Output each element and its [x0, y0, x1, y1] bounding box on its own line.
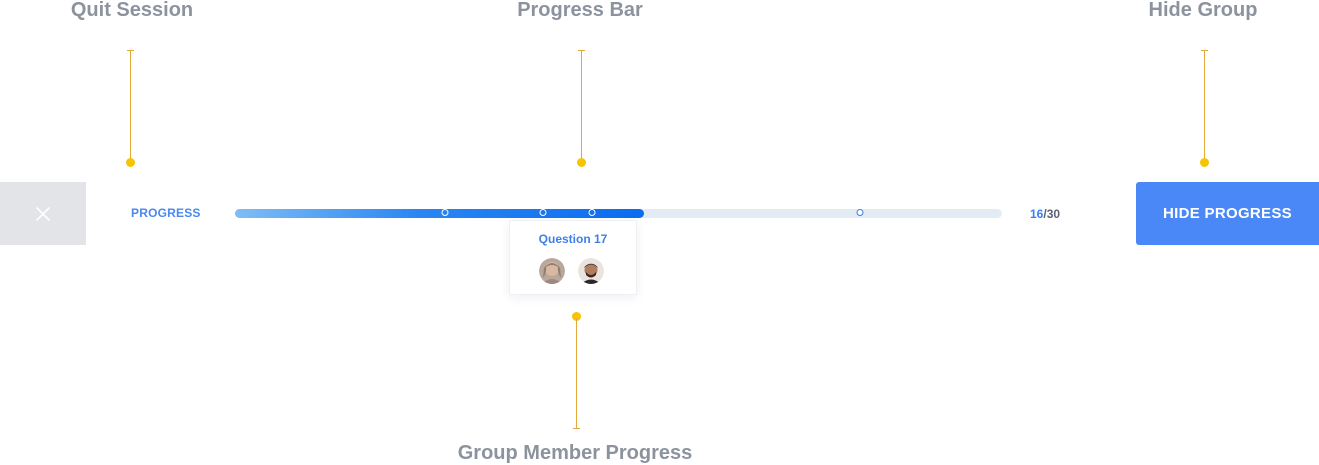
hide-progress-button[interactable]: HIDE PROGRESS [1136, 182, 1319, 245]
group-member-marker[interactable] [539, 209, 547, 216]
progress-label: PROGRESS [131, 206, 201, 220]
popover-question-title: Question 17 [538, 232, 608, 246]
annotation-hide-group-line [1204, 50, 1205, 160]
group-member-popover: Question 17 [509, 220, 637, 295]
question-counter: 16/30 [1030, 207, 1060, 221]
annotation-group-member-line [576, 318, 577, 429]
annotation-quit-session-line [130, 50, 131, 160]
annotation-group-member-progress-label: Group Member Progress [457, 442, 693, 464]
avatar-male-icon[interactable] [578, 258, 604, 284]
annotation-quit-session-label: Quit Session [70, 0, 194, 21]
quit-session-button[interactable] [0, 182, 86, 245]
annotation-group-member-dot [572, 312, 581, 321]
annotation-hide-group-dot [1200, 158, 1209, 167]
progress-bar-fill [235, 209, 645, 218]
close-icon [36, 206, 50, 221]
total-question-count: /30 [1043, 207, 1061, 221]
annotation-progress-bar-dot [577, 158, 586, 167]
annotation-progress-bar-label: Progress Bar [517, 0, 643, 21]
group-member-marker[interactable] [588, 209, 596, 216]
avatar-female-icon[interactable] [539, 258, 565, 284]
progress-bar[interactable] [235, 209, 1002, 218]
annotation-group-member-cap [573, 428, 580, 429]
annotation-quit-session-dot [126, 158, 135, 167]
annotation-progress-bar-line [581, 50, 582, 160]
progress-toolbar: PROGRESS 16/30 HIDE PROGRESS [0, 182, 1319, 245]
annotation-hide-group-label: Hide Group [1148, 0, 1258, 21]
group-member-marker[interactable] [441, 209, 449, 216]
current-question-count: 16 [1030, 207, 1044, 221]
group-member-marker[interactable] [856, 209, 864, 216]
